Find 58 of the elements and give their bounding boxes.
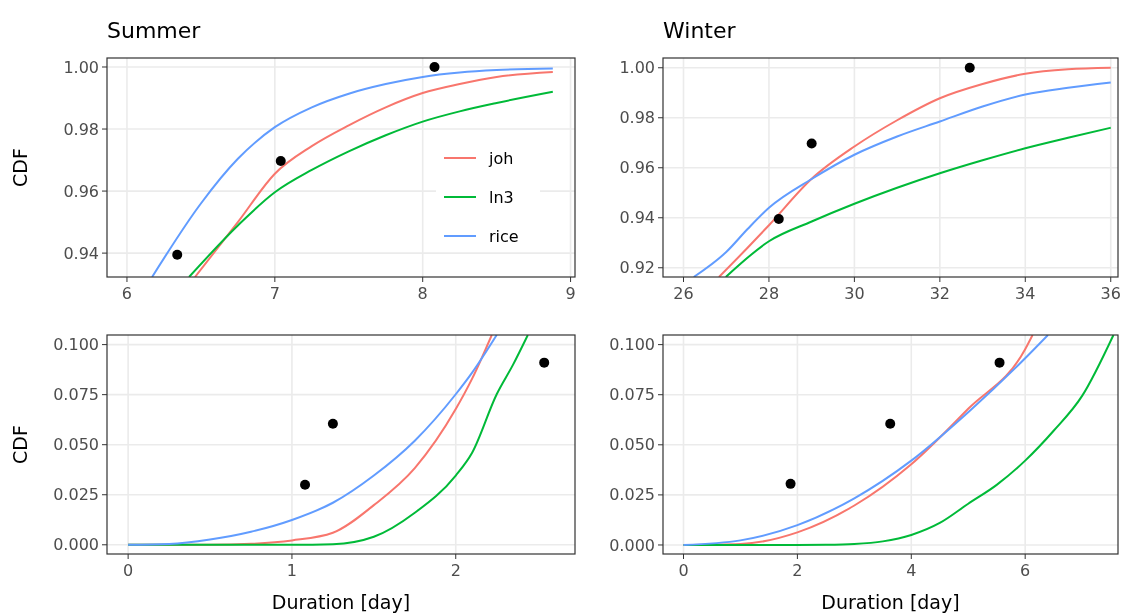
y-tick-label: 0.050 xyxy=(53,435,99,455)
y-tick-label: 0.025 xyxy=(53,485,99,505)
point xyxy=(806,138,817,149)
legend-label: rice xyxy=(489,226,519,246)
chart-title: Summer xyxy=(107,18,202,43)
y-tick-label: 0.98 xyxy=(619,108,655,128)
point xyxy=(275,155,286,166)
point xyxy=(964,62,975,73)
y-axis-title: CDF xyxy=(9,148,31,187)
y-tick-label: 0.050 xyxy=(609,435,655,455)
legend-label: ln3 xyxy=(489,187,514,207)
x-tick-label: 6 xyxy=(121,284,133,303)
point xyxy=(994,357,1005,368)
chart-title: Winter xyxy=(663,18,737,43)
y-tick-label: 0.000 xyxy=(609,535,655,555)
x-tick-label: 2 xyxy=(792,561,803,580)
x-axis-title: Duration [day] xyxy=(271,591,411,613)
y-tick-label: 0.100 xyxy=(609,335,655,355)
y-axis-title: CDF xyxy=(9,425,31,464)
line-series xyxy=(724,126,1112,277)
x-tick-label: 32 xyxy=(929,284,951,303)
point xyxy=(885,418,896,429)
x-tick-label: 36 xyxy=(1100,284,1121,303)
y-tick-label: 1.00 xyxy=(63,57,99,77)
point xyxy=(773,214,784,224)
y-tick-label: 0.94 xyxy=(63,243,99,263)
x-tick-label: 8 xyxy=(417,284,428,303)
y-tick-label: 1.00 xyxy=(619,58,655,78)
x-tick-label: 9 xyxy=(565,284,576,303)
x-tick-label: 6 xyxy=(1020,561,1031,580)
point xyxy=(327,418,338,429)
x-tick-label: 4 xyxy=(906,561,917,580)
y-tick-label: 0.92 xyxy=(619,258,655,278)
x-axis-title: Duration [day] xyxy=(821,591,960,613)
y-tick-label: 0.075 xyxy=(53,385,99,405)
y-tick-label: 0.98 xyxy=(63,119,99,139)
x-tick-label: 1 xyxy=(286,561,298,580)
point xyxy=(172,249,183,260)
y-tick-label: 0.025 xyxy=(609,485,655,505)
y-tick-label: 0.96 xyxy=(619,158,655,178)
y-tick-label: 0.075 xyxy=(609,385,655,405)
x-tick-label: 26 xyxy=(673,284,694,303)
point xyxy=(429,62,440,72)
x-tick-label: 0 xyxy=(678,561,689,580)
x-tick-label: 7 xyxy=(269,284,280,303)
point xyxy=(539,357,550,368)
legend-label: joh xyxy=(488,148,514,168)
y-tick-label: 0.96 xyxy=(63,181,99,201)
point xyxy=(785,478,796,489)
x-tick-label: 30 xyxy=(844,284,865,303)
x-tick-label: 2 xyxy=(450,561,461,580)
point xyxy=(300,479,311,490)
y-tick-label: 0.94 xyxy=(619,208,655,228)
x-tick-label: 28 xyxy=(758,284,780,303)
x-tick-label: 34 xyxy=(1015,284,1036,303)
x-tick-label: 0 xyxy=(123,561,134,580)
y-tick-label: 0.000 xyxy=(53,535,99,555)
y-tick-label: 0.100 xyxy=(53,335,99,355)
